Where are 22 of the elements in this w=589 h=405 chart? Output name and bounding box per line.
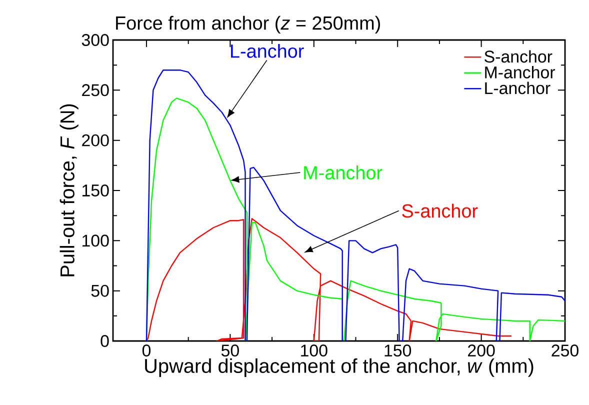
x-tick-label: 50 — [221, 344, 239, 357]
x-tick-label: 100 — [301, 344, 328, 357]
y-tick-label: 0 — [100, 335, 109, 347]
y-tick-label: 300 — [82, 34, 109, 46]
y-axis-title: Pull-out force, F (N) — [60, 104, 78, 276]
legend-label: L-anchor — [485, 82, 550, 94]
y-tick-label: 150 — [82, 184, 109, 196]
x-tick-label: 200 — [468, 344, 495, 357]
y-tick-label: 50 — [91, 284, 109, 297]
legend-label: M-anchor — [485, 66, 556, 78]
annotation: L-anchor — [231, 44, 304, 58]
x-axis-title: Upward displacement of the anchor, w (mm) — [145, 358, 534, 377]
y-tick-label: 250 — [82, 84, 109, 96]
x-tick-label: 250 — [552, 344, 578, 357]
x-tick-label: 0 — [142, 344, 151, 357]
legend-label: S-anchor — [484, 50, 552, 63]
x-tick-label: 150 — [384, 344, 412, 357]
annotation: S-anchor — [402, 204, 478, 218]
annotation: M-anchor — [304, 166, 382, 180]
y-tick-label: 100 — [82, 234, 109, 247]
chart-title: Force from anchor (z = 250mm) — [116, 16, 380, 34]
y-tick-label: 200 — [82, 134, 109, 146]
